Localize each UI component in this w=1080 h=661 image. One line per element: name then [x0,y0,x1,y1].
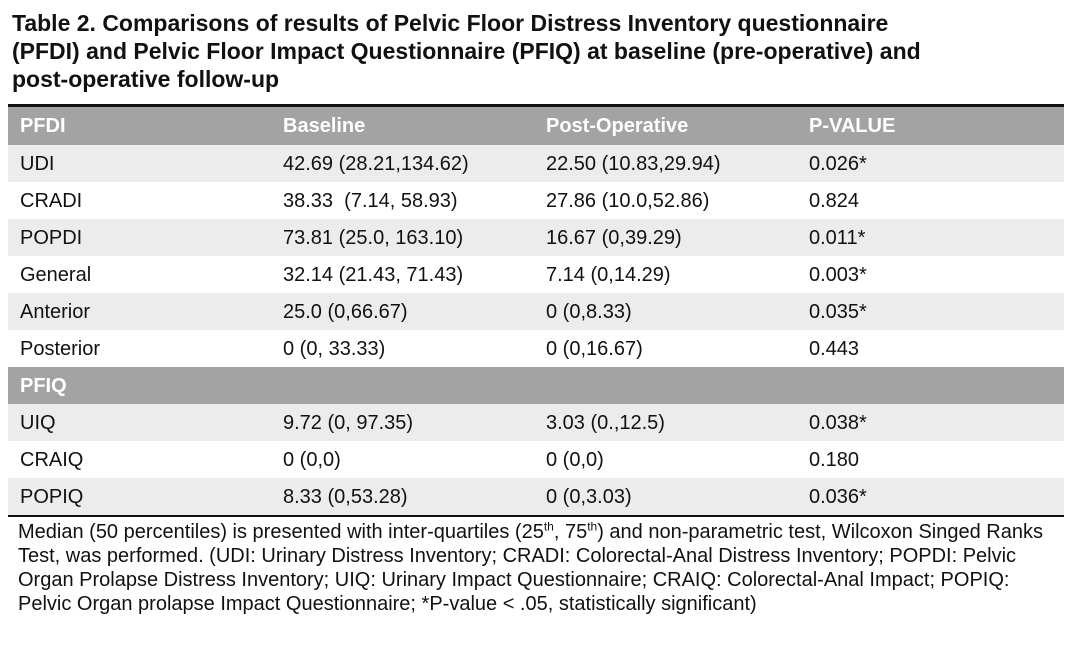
table-footnote: Median (50 percentiles) is presented wit… [18,520,1068,616]
row-label: Posterior [8,330,271,367]
table-row-popiq: POPIQ 8.33 (0,53.28) 0 (0,3.03) 0.036* [8,478,1064,517]
post-operative-cell: 0 (0,0) [534,441,797,478]
section-empty-cell [534,367,797,404]
p-value-cell: 0.036* [797,478,1064,517]
baseline-cell: 25.0 (0,66.67) [271,293,534,330]
section-empty-cell [271,367,534,404]
footnote-text-1: Median (50 percentiles) is presented wit… [18,521,544,543]
table-row-udi: UDI 42.69 (28.21,134.62) 22.50 (10.83,29… [8,145,1064,182]
table-title-line-1: Table 2. Comparisons of results of Pelvi… [12,10,889,36]
column-header-post-operative: Post-Operative [534,104,797,145]
table-row-anterior: Anterior 25.0 (0,66.67) 0 (0,8.33) 0.035… [8,293,1064,330]
row-label: CRADI [8,182,271,219]
post-operative-cell: 22.50 (10.83,29.94) [534,145,797,182]
p-value-cell: 0.180 [797,441,1064,478]
table-title-line-3: post-operative follow-up [12,66,280,92]
section-empty-cell [797,367,1064,404]
row-label: Anterior [8,293,271,330]
post-operative-cell: 0 (0,3.03) [534,478,797,517]
p-value-cell: 0.038* [797,404,1064,441]
table-row-posterior: Posterior 0 (0, 33.33) 0 (0,16.67) 0.443 [8,330,1064,367]
row-label: POPDI [8,219,271,256]
section-label-pfiq: PFIQ [8,367,271,404]
table-title-line-2: (PFDI) and Pelvic Floor Impact Questionn… [12,38,921,64]
post-operative-cell: 3.03 (0.,12.5) [534,404,797,441]
baseline-cell: 0 (0,0) [271,441,534,478]
column-header-baseline: Baseline [271,104,534,145]
table-header-row: PFDI Baseline Post-Operative P-VALUE [8,104,1064,145]
row-label: UIQ [8,404,271,441]
results-table: PFDI Baseline Post-Operative P-VALUE UDI… [8,104,1064,517]
footnote-superscript-2: th [587,519,598,534]
baseline-cell: 38.33 (7.14, 58.93) [271,182,534,219]
p-value-cell: 0.035* [797,293,1064,330]
table-row-craiq: CRAIQ 0 (0,0) 0 (0,0) 0.180 [8,441,1064,478]
table-section-header-pfiq: PFIQ [8,367,1064,404]
table-row-general: General 32.14 (21.43, 71.43) 7.14 (0,14.… [8,256,1064,293]
p-value-cell: 0.026* [797,145,1064,182]
footnote-text-2: , 75 [553,521,588,543]
p-value-cell: 0.443 [797,330,1064,367]
post-operative-cell: 0 (0,16.67) [534,330,797,367]
post-operative-cell: 7.14 (0,14.29) [534,256,797,293]
column-header-p-value: P-VALUE [797,104,1064,145]
p-value-cell: 0.011* [797,219,1064,256]
post-operative-cell: 16.67 (0,39.29) [534,219,797,256]
baseline-cell: 73.81 (25.0, 163.10) [271,219,534,256]
table-row-uiq: UIQ 9.72 (0, 97.35) 3.03 (0.,12.5) 0.038… [8,404,1064,441]
row-label: CRAIQ [8,441,271,478]
post-operative-cell: 27.86 (10.0,52.86) [534,182,797,219]
table-row-cradi: CRADI 38.33 (7.14, 58.93) 27.86 (10.0,52… [8,182,1064,219]
footnote-text-3: ) and non-parametric test, Wilcoxon Sing… [18,521,1043,615]
table-title: Table 2. Comparisons of results of Pelvi… [12,9,1072,93]
row-label: UDI [8,145,271,182]
baseline-cell: 32.14 (21.43, 71.43) [271,256,534,293]
p-value-cell: 0.003* [797,256,1064,293]
row-label: General [8,256,271,293]
baseline-cell: 9.72 (0, 97.35) [271,404,534,441]
table-row-popdi: POPDI 73.81 (25.0, 163.10) 16.67 (0,39.2… [8,219,1064,256]
baseline-cell: 0 (0, 33.33) [271,330,534,367]
column-header-pfdi: PFDI [8,104,271,145]
post-operative-cell: 0 (0,8.33) [534,293,797,330]
footnote-superscript-1: th [543,519,554,534]
baseline-cell: 42.69 (28.21,134.62) [271,145,534,182]
row-label: POPIQ [8,478,271,517]
p-value-cell: 0.824 [797,182,1064,219]
baseline-cell: 8.33 (0,53.28) [271,478,534,517]
